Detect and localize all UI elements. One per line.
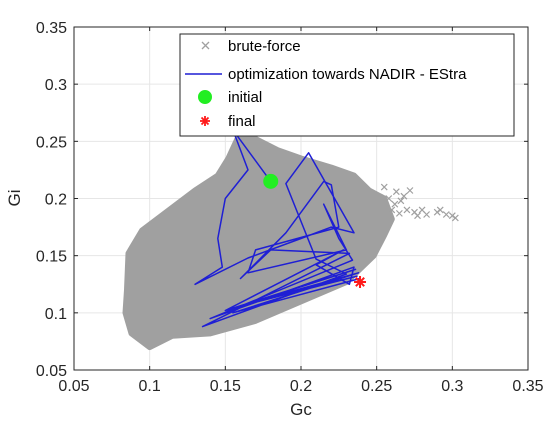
brute-force-point <box>388 206 396 214</box>
legend-entry-optimization: optimization towards NADIR - EStra <box>185 66 467 83</box>
brute-force-point <box>403 206 411 214</box>
initial-point <box>263 173 279 189</box>
brute-force-point <box>391 200 399 208</box>
brute-force-point <box>406 187 414 194</box>
y-tick-label: 0.35 <box>36 20 67 37</box>
x-tick-label: 0.25 <box>361 378 392 395</box>
brute-force-point <box>400 192 408 200</box>
brute-force-cloud <box>122 136 459 351</box>
y-tick-label: 0.1 <box>45 306 67 323</box>
y-tick-label: 0.3 <box>45 77 67 94</box>
brute-force-region <box>122 136 395 351</box>
legend-label-brute-force: brute-force <box>228 38 301 55</box>
x-tick-label: 0.35 <box>512 378 543 395</box>
x-tick-label: 0.15 <box>210 378 241 395</box>
y-tick-label: 0.2 <box>45 192 67 209</box>
brute-force-point <box>395 209 403 217</box>
y-axis-label: Gi <box>5 190 24 207</box>
ticks: 0.05 0.1 0.15 0.2 0.25 0.3 0.35 0.05 0.1 0.15 0.2 0… <box>36 20 544 395</box>
x-tick-label: 0.3 <box>441 378 463 395</box>
brute-force-point <box>397 197 405 205</box>
y-tick-label: 0.05 <box>36 363 67 380</box>
brute-force-point <box>442 211 450 218</box>
legend-label-optimization: optimization towards NADIR - EStra <box>228 66 467 83</box>
legend-x-marker-icon <box>201 41 210 50</box>
legend-circle-marker-icon <box>198 90 212 104</box>
legend: brute-force optimization towards NADIR -… <box>179 33 515 137</box>
legend-label-final: final <box>228 113 256 130</box>
legend-entry-initial: initial <box>198 89 262 106</box>
x-axis-label: Gc <box>290 400 312 419</box>
legend-entry-final: final <box>200 113 256 130</box>
optimization-path <box>194 129 361 328</box>
legend-label-initial: initial <box>228 89 262 106</box>
brute-force-point <box>418 206 426 214</box>
brute-force-point <box>380 183 388 191</box>
series-lines <box>194 129 361 328</box>
y-tick-label: 0.15 <box>36 249 67 266</box>
brute-force-point <box>436 206 444 214</box>
x-tick-label: 0.1 <box>139 378 161 395</box>
brute-force-point <box>414 212 421 220</box>
brute-force-point <box>392 188 400 196</box>
legend-asterisk-marker-icon <box>200 116 210 126</box>
x-tick-label: 0.2 <box>290 378 312 395</box>
y-tick-label: 0.25 <box>36 134 67 151</box>
x-tick-label: 0.05 <box>58 378 89 395</box>
brute-force-point <box>385 195 393 202</box>
legend-entry-brute-force: brute-force <box>201 38 301 55</box>
final-point <box>354 275 367 288</box>
markers <box>263 173 367 288</box>
legend-box <box>179 33 515 137</box>
brute-force-point <box>451 214 459 222</box>
